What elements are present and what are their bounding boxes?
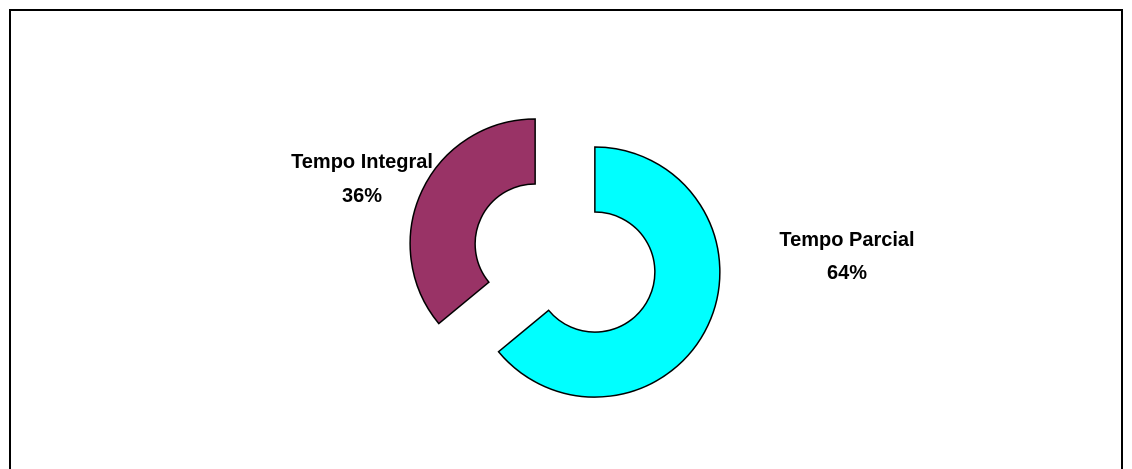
slice-label-tempo-parcial: Tempo Parcial [779, 229, 914, 251]
slices-group [409, 118, 721, 398]
slice-label-tempo-integral: Tempo Integral [291, 151, 433, 173]
slice-tempo-integral [409, 118, 536, 325]
slice-percent-tempo-parcial: 64% [827, 262, 867, 284]
slice-tempo-parcial [497, 146, 721, 398]
slice-percent-tempo-integral: 36% [342, 185, 382, 207]
